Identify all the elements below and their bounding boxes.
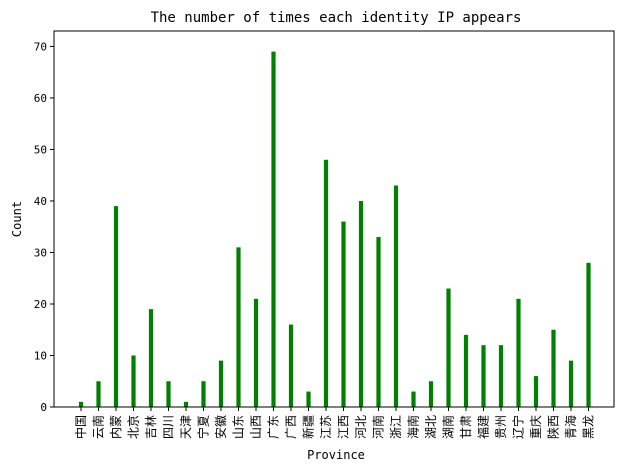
y-tick-label: 40 bbox=[34, 195, 47, 208]
x-tick-label: 青海 bbox=[563, 415, 578, 439]
bar bbox=[218, 360, 224, 407]
bar bbox=[463, 334, 469, 407]
x-tick-label: 河南 bbox=[371, 415, 386, 439]
x-tick-label: 陕西 bbox=[546, 415, 561, 439]
bar bbox=[96, 381, 101, 407]
x-tick-label: 江西 bbox=[337, 415, 351, 439]
bar bbox=[113, 206, 119, 407]
x-tick-label: 山东 bbox=[232, 415, 246, 439]
y-tick-label: 60 bbox=[34, 92, 47, 105]
y-axis: 0 10 20 30 40 50 60 70 bbox=[34, 40, 54, 414]
bar bbox=[411, 391, 416, 407]
bar bbox=[428, 381, 434, 407]
x-tick-label: 云南 bbox=[91, 415, 106, 439]
x-axis: 中国 云南 内蒙 北京 吉林 四川 天津 宁夏 安徽 山东 山西 广东 广西 新疆 江苏 江西 河北 河南 浙江 海南… bbox=[73, 407, 596, 439]
x-tick-label: 内蒙 bbox=[109, 415, 123, 439]
bar bbox=[516, 298, 521, 407]
x-tick-label: 重庆 bbox=[529, 415, 543, 439]
chart-title: The number of times each identity IP app… bbox=[151, 10, 522, 26]
bar bbox=[568, 360, 574, 407]
bar bbox=[183, 401, 189, 407]
bar bbox=[271, 51, 276, 407]
bar bbox=[78, 401, 84, 407]
x-tick-label: 海南 bbox=[406, 415, 421, 439]
x-tick-label: 中国 bbox=[73, 415, 88, 439]
bar bbox=[376, 237, 381, 407]
x-tick-label: 福建 bbox=[476, 415, 491, 439]
x-tick-label: 浙江 bbox=[389, 415, 403, 439]
bar bbox=[148, 309, 154, 407]
y-tick-label: 20 bbox=[34, 298, 47, 311]
x-tick-label: 新疆 bbox=[301, 415, 316, 439]
bar bbox=[253, 298, 259, 407]
x-tick-label: 湖南 bbox=[441, 415, 456, 439]
bar bbox=[533, 376, 539, 407]
y-tick-label: 70 bbox=[34, 40, 47, 53]
bar bbox=[306, 391, 311, 407]
bar bbox=[358, 200, 364, 407]
x-tick-label: 黑龙 bbox=[582, 415, 596, 439]
x-tick-label: 吉林 bbox=[144, 415, 158, 439]
bar bbox=[498, 345, 504, 407]
y-tick-label: 0 bbox=[40, 401, 47, 414]
x-tick-label: 广西 bbox=[284, 415, 298, 439]
bar bbox=[236, 247, 241, 407]
bar bbox=[166, 381, 171, 407]
bar bbox=[551, 329, 556, 407]
bar bbox=[586, 262, 591, 407]
bar bbox=[288, 324, 294, 407]
y-tick-label: 50 bbox=[34, 143, 47, 156]
bar bbox=[393, 185, 399, 407]
y-axis-label: Count bbox=[10, 201, 24, 237]
x-tick-label: 北京 bbox=[127, 415, 141, 439]
x-tick-label: 安徽 bbox=[213, 415, 228, 439]
x-tick-label: 四川 bbox=[162, 415, 176, 439]
x-tick-label: 广东 bbox=[267, 415, 281, 439]
y-tick-label: 10 bbox=[34, 349, 47, 362]
x-tick-label: 宁夏 bbox=[196, 415, 211, 439]
x-tick-label: 甘肃 bbox=[459, 415, 473, 439]
bar bbox=[481, 345, 486, 407]
bar bbox=[446, 288, 451, 407]
x-tick-label: 山西 bbox=[249, 415, 263, 439]
bar bbox=[341, 221, 346, 407]
x-tick-label: 天津 bbox=[179, 415, 193, 439]
x-tick-label: 贵州 bbox=[494, 415, 508, 439]
x-axis-label: Province bbox=[307, 448, 365, 462]
bar bbox=[201, 381, 206, 407]
x-tick-label: 辽宁 bbox=[511, 415, 526, 439]
bar bbox=[323, 159, 329, 407]
y-tick-label: 30 bbox=[34, 246, 47, 259]
plot-frame bbox=[53, 30, 615, 408]
x-tick-label: 江苏 bbox=[319, 415, 333, 439]
bar bbox=[131, 355, 136, 407]
bar-group bbox=[78, 51, 591, 407]
x-tick-label: 河北 bbox=[354, 415, 368, 439]
x-tick-label: 湖北 bbox=[423, 415, 438, 439]
